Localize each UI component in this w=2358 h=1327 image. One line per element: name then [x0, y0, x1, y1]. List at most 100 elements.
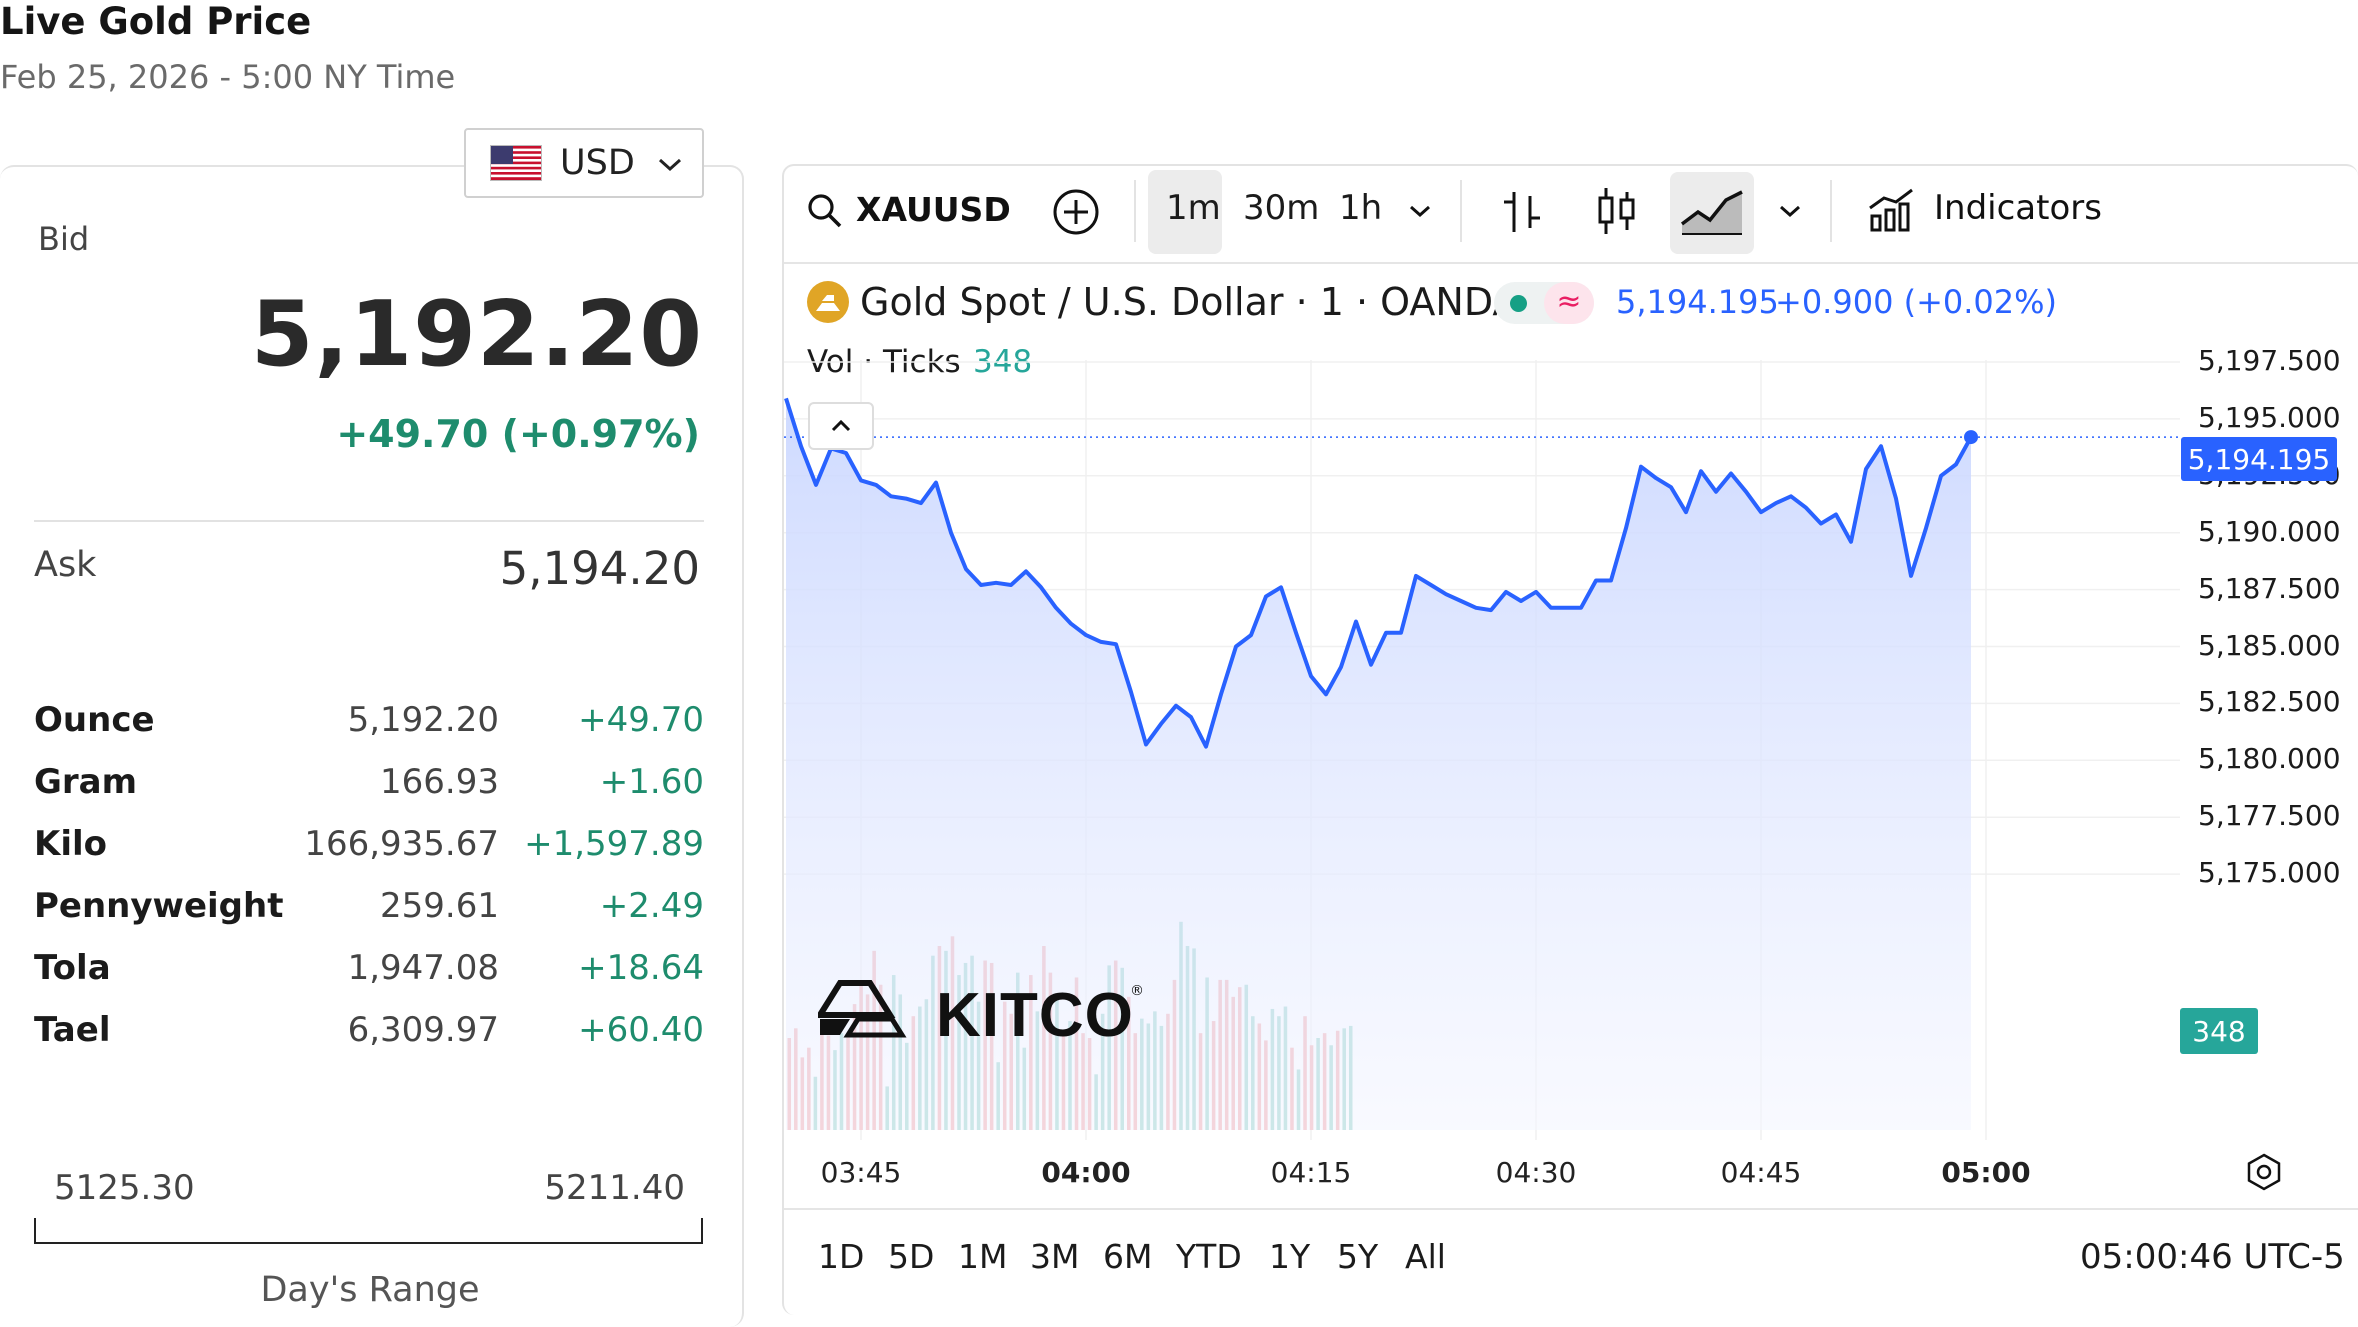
- unit-name: Gram: [34, 762, 138, 802]
- y-tick-label: 5,190.000: [2198, 514, 2341, 548]
- price-line: [784, 397, 1973, 749]
- unit-change: +2.49: [599, 886, 704, 926]
- selected-interval-highlight: [1148, 170, 1222, 254]
- toolbar-divider: [784, 262, 2358, 264]
- range-button-1d[interactable]: 1D: [818, 1237, 865, 1276]
- range-button-1y[interactable]: 1Y: [1269, 1237, 1311, 1276]
- chevron-down-icon[interactable]: [1778, 204, 1802, 224]
- unit-row-kilo: Kilo 166,935.67 +1,597.89: [34, 824, 704, 884]
- day-range-bar: [34, 1218, 703, 1244]
- day-range-high: 5211.40: [544, 1168, 685, 1208]
- chart-legend-title: Gold Spot / U.S. Dollar · 1 · OANDA: [860, 280, 1519, 324]
- area-chart-icon[interactable]: [1680, 186, 1744, 242]
- range-button-3m[interactable]: 3M: [1030, 1237, 1080, 1276]
- x-tick-label: 04:15: [1270, 1156, 1352, 1189]
- day-range-label: Day's Range: [260, 1270, 480, 1310]
- unit-change: +60.40: [578, 1010, 704, 1050]
- day-range-low: 5125.30: [54, 1168, 195, 1208]
- us-flag-icon: [490, 145, 542, 181]
- unit-row-tola: Tola 1,947.08 +18.64: [34, 948, 704, 1008]
- x-tick-label: 05:00: [1941, 1156, 2031, 1189]
- y-tick-label: 5,175.000: [2198, 856, 2341, 890]
- legend-change: +0.900 (+0.02%): [1775, 283, 2058, 321]
- range-button-5d[interactable]: 5D: [888, 1237, 935, 1276]
- x-tick-label: 03:45: [820, 1156, 902, 1189]
- indicators-label: Indicators: [1934, 188, 2102, 228]
- toolbar-separator: [1134, 180, 1136, 242]
- price-area: [786, 398, 1971, 1130]
- range-button-6m[interactable]: 6M: [1103, 1237, 1153, 1276]
- add-symbol-icon[interactable]: [1052, 188, 1100, 240]
- y-tick-label: 5,180.000: [2198, 742, 2341, 776]
- price-panel: [0, 165, 744, 1327]
- toolbar-separator: [1830, 180, 1832, 242]
- y-tick-label: 5,177.500: [2198, 799, 2341, 833]
- interval-1h[interactable]: 1h: [1339, 188, 1383, 228]
- range-button-ytd[interactable]: YTD: [1176, 1237, 1242, 1276]
- market-status-badge: ≈: [1494, 282, 1594, 324]
- last-price-dot: [1964, 430, 1978, 445]
- price-chart[interactable]: [784, 360, 2180, 1140]
- bid-price: 5,192.20: [250, 282, 703, 387]
- currency-select[interactable]: USD: [464, 128, 704, 198]
- unit-price: 5,192.20: [347, 700, 499, 740]
- last-volume-tag: 348: [2180, 1008, 2258, 1054]
- interval-1m[interactable]: 1m: [1166, 188, 1221, 228]
- unit-price: 259.61: [380, 886, 499, 926]
- ask-label: Ask: [34, 545, 97, 585]
- unit-change: +1.60: [599, 762, 704, 802]
- unit-row-tael: Tael 6,309.97 +60.40: [34, 1010, 704, 1070]
- x-tick-label: 04:30: [1495, 1156, 1577, 1189]
- toolbar-separator: [1460, 180, 1462, 242]
- unit-name: Ounce: [34, 700, 155, 740]
- y-tick-label: 5,185.000: [2198, 628, 2341, 662]
- y-tick-label: 5,195.000: [2198, 400, 2341, 434]
- unit-name: Tael: [34, 1010, 111, 1050]
- unit-price: 1,947.08: [347, 948, 499, 988]
- unit-change: +1,597.89: [524, 824, 704, 864]
- chart-widget: [782, 164, 2358, 1315]
- y-tick-label: 5,197.500: [2198, 344, 2341, 377]
- page-subtitle: Feb 25, 2026 - 5:00 NY Time: [0, 58, 456, 96]
- bid-label: Bid: [38, 220, 90, 258]
- unit-row-pennyweight: Pennyweight 259.61 +2.49: [34, 886, 704, 946]
- ask-price: 5,194.20: [499, 542, 700, 595]
- unit-price: 166.93: [380, 762, 499, 802]
- approx-icon: ≈: [1544, 282, 1594, 324]
- chevron-down-icon[interactable]: [1408, 204, 1432, 224]
- svg-text:®: ®: [1130, 983, 1144, 999]
- search-icon: [806, 192, 844, 234]
- range-button-1m[interactable]: 1M: [958, 1237, 1008, 1276]
- last-price-tag: 5,194.195: [2181, 437, 2337, 481]
- unit-row-ounce: Ounce 5,192.20 +49.70: [34, 700, 704, 760]
- unit-price: 166,935.67: [304, 824, 499, 864]
- unit-name: Kilo: [34, 824, 108, 864]
- divider: [34, 520, 704, 522]
- unit-name: Pennyweight: [34, 886, 284, 926]
- indicators-icon: [1868, 186, 1916, 238]
- range-button-5y[interactable]: 5Y: [1337, 1237, 1379, 1276]
- x-tick-label: 04:45: [1720, 1156, 1802, 1189]
- chevron-up-icon: [831, 419, 851, 432]
- chart-clock: 05:00:46 UTC-5: [2080, 1237, 2345, 1277]
- currency-label: USD: [560, 143, 635, 183]
- symbol-label: XAUUSD: [856, 190, 1011, 229]
- bid-change: +49.70 (+0.97%): [336, 412, 700, 456]
- unit-row-gram: Gram 166.93 +1.60: [34, 762, 704, 822]
- unit-name: Tola: [34, 948, 111, 988]
- gold-coin-icon: [806, 280, 850, 328]
- page-title: Live Gold Price: [0, 0, 312, 43]
- candlestick-icon[interactable]: [1596, 186, 1638, 240]
- kitco-logo-text: KITCO: [936, 981, 1134, 1045]
- collapse-legend-button[interactable]: [808, 402, 874, 450]
- legend-last-price: 5,194.195: [1616, 283, 1779, 321]
- timeline-divider: [784, 1208, 2358, 1210]
- bar-chart-icon[interactable]: [1502, 188, 1542, 240]
- unit-change: +18.64: [578, 948, 704, 988]
- range-button-all[interactable]: All: [1405, 1237, 1446, 1276]
- chart-settings-icon[interactable]: [2244, 1152, 2284, 1196]
- chevron-down-icon: [657, 146, 683, 181]
- interval-30m[interactable]: 30m: [1243, 188, 1320, 228]
- unit-price: 6,309.97: [347, 1010, 499, 1050]
- kitco-logo: KITCO ®: [814, 975, 1148, 1050]
